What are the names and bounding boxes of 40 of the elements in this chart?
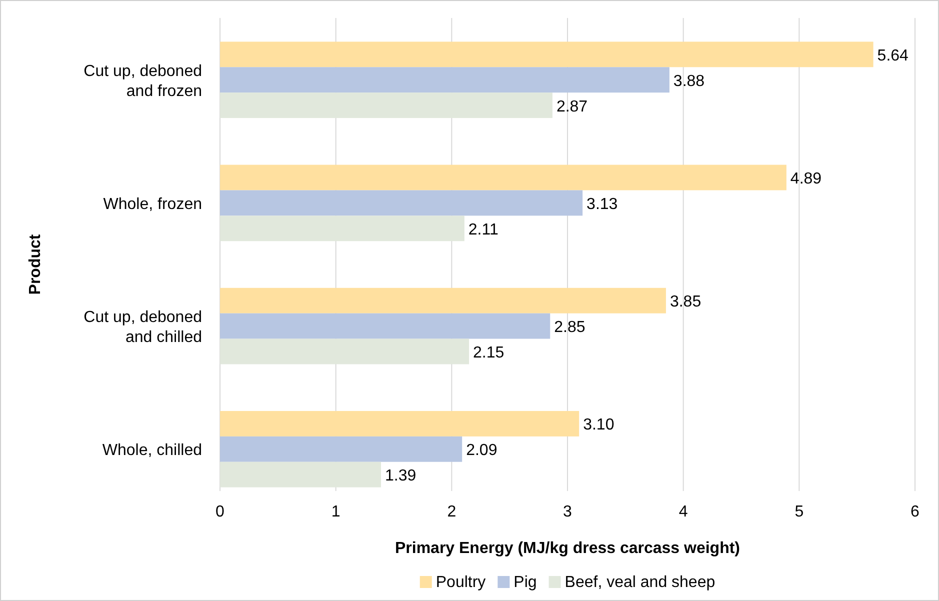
data-label: 1.39 (385, 468, 416, 485)
x-axis-title: Primary Energy (MJ/kg dress carcass weight) (394, 540, 740, 557)
y-tick-label: Cut up, deboned and frozen (84, 62, 202, 100)
bar (220, 436, 462, 462)
legend-label: Poultry (436, 574, 486, 591)
y-axis-title: Product (27, 234, 44, 295)
bar (220, 338, 470, 364)
bar (220, 216, 464, 242)
bar (220, 67, 670, 93)
data-label: 2.11 (468, 221, 498, 238)
bar (220, 42, 874, 68)
y-tick-label: Whole, chilled (102, 442, 202, 460)
bar (220, 313, 550, 339)
x-tick-label: 1 (331, 503, 340, 520)
data-label: 3.13 (586, 196, 618, 213)
x-tick-label: 2 (447, 503, 456, 520)
bar (220, 462, 382, 488)
bar (220, 190, 583, 216)
data-label: 2.09 (466, 442, 498, 460)
x-tick-label: 6 (910, 503, 920, 520)
bar (220, 288, 666, 314)
data-label: 3.10 (583, 416, 614, 434)
y-tick-label: Cut up, deboned and chilled (84, 309, 202, 346)
x-tick-label: 5 (794, 503, 804, 520)
data-label: 5.64 (877, 47, 909, 64)
bar (220, 410, 580, 436)
legend-label: Pig (514, 574, 537, 591)
legend-label: Beef, veal and sheep (564, 574, 716, 591)
x-tick-label: 3 (563, 503, 572, 520)
bar (220, 164, 786, 190)
data-label: 3.88 (673, 72, 705, 90)
y-tick-label: Whole, frozen (103, 196, 202, 213)
data-label: 4.89 (790, 170, 822, 188)
data-label: 2.87 (556, 98, 588, 116)
data-label: 3.85 (670, 294, 702, 311)
data-label: 2.15 (473, 344, 504, 362)
x-tick-label: 0 (216, 503, 225, 520)
data-label: 2.85 (554, 319, 586, 336)
x-tick-label: 4 (678, 503, 688, 520)
bar (220, 92, 552, 118)
